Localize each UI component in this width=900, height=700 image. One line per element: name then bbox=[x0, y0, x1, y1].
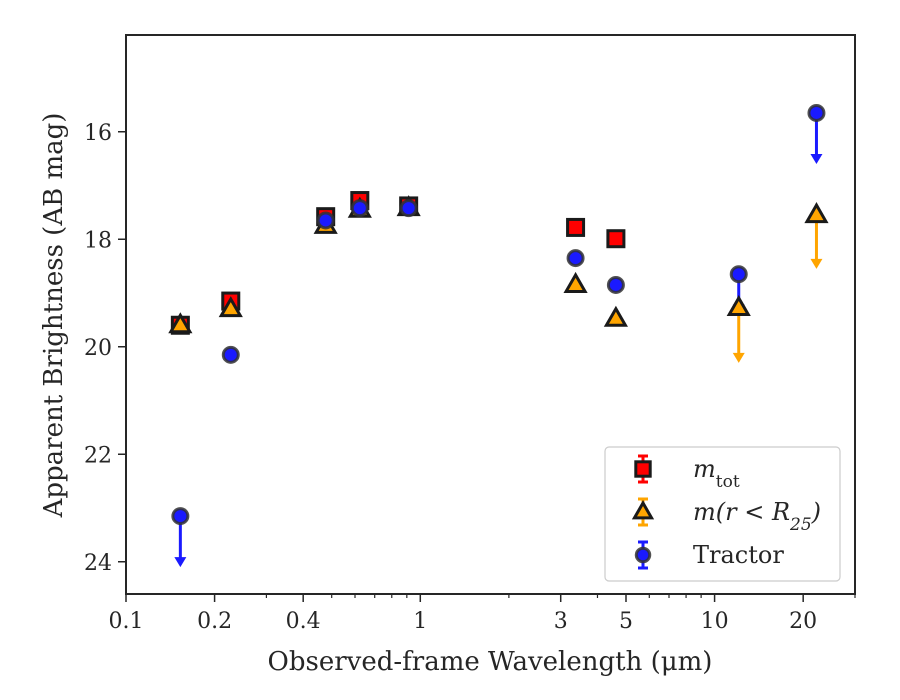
series-triangle bbox=[168, 195, 829, 334]
x-tick-label: 20 bbox=[789, 609, 817, 634]
legend-label: m(r < R25) bbox=[693, 498, 821, 535]
y-axis-label: Apparent Brightness (AB mag) bbox=[39, 113, 69, 519]
series-circle bbox=[171, 103, 826, 526]
plot-frame bbox=[125, 34, 856, 595]
x-tick-label: 1 bbox=[413, 609, 427, 634]
square-marker bbox=[566, 217, 586, 237]
y-tick-label: 20 bbox=[84, 336, 112, 361]
circle-marker bbox=[171, 507, 190, 526]
x-tick-label: 0.2 bbox=[197, 609, 232, 634]
y-tick-label: 18 bbox=[84, 228, 112, 253]
triangle-marker bbox=[603, 305, 628, 327]
upper-limit-arrowhead bbox=[810, 258, 823, 269]
legend-box bbox=[604, 446, 841, 582]
x-tick-label: 0.4 bbox=[286, 609, 321, 634]
circle-marker bbox=[350, 199, 369, 218]
triangle-marker bbox=[563, 271, 588, 293]
square-marker bbox=[606, 229, 626, 249]
x-tick-label: 10 bbox=[701, 609, 729, 634]
legend-label: Tractor bbox=[693, 541, 784, 569]
circle-marker bbox=[399, 199, 418, 218]
y-tick-label: 24 bbox=[84, 551, 112, 576]
circle-marker bbox=[316, 211, 335, 230]
circle-marker bbox=[606, 275, 625, 294]
upper-limit-arrowhead bbox=[810, 154, 823, 164]
y-tick-label: 22 bbox=[84, 443, 112, 468]
triangle-marker bbox=[631, 499, 655, 520]
triangle-marker bbox=[804, 202, 829, 224]
circle-marker bbox=[221, 345, 240, 364]
plot-area bbox=[168, 103, 829, 568]
x-tick-label: 5 bbox=[619, 609, 633, 634]
circle-marker bbox=[807, 103, 826, 122]
circle-marker bbox=[729, 265, 748, 284]
x-axis-label: Observed-frame Wavelength (μm) bbox=[268, 647, 713, 677]
x-tick-label: 0.1 bbox=[109, 609, 144, 634]
circle-marker bbox=[566, 249, 585, 268]
y-tick-label: 16 bbox=[84, 121, 112, 146]
upper-limit-arrowhead bbox=[174, 557, 187, 568]
triangle-marker bbox=[168, 312, 193, 334]
legend-label: mtot bbox=[693, 455, 740, 492]
upper-limit-arrowhead bbox=[732, 352, 745, 363]
x-tick-label: 3 bbox=[554, 609, 568, 634]
square-marker bbox=[634, 460, 652, 478]
triangle-marker bbox=[726, 295, 751, 317]
axes: 0.1 0.2 0.4 1 3 5 10 20 16 18 20 22 24 bbox=[84, 34, 856, 634]
triangle-marker bbox=[218, 296, 243, 318]
legend: mtot m(r < R25) Tractor bbox=[604, 446, 841, 582]
circle-marker bbox=[634, 546, 652, 564]
